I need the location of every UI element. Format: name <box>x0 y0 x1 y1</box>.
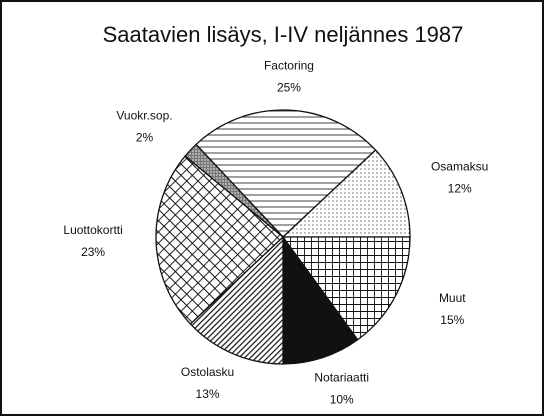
pie-slice <box>282 234 359 365</box>
slice-label: Luottokortti <box>63 223 122 237</box>
pie-slice <box>195 109 377 238</box>
slice-label: Osamaksu <box>431 159 488 173</box>
slice-value-label: 25% <box>277 80 301 94</box>
slice-value-label: 12% <box>448 181 472 195</box>
slice-value-label: 10% <box>330 392 354 406</box>
slice-value-label: 13% <box>196 387 220 401</box>
pie-slice <box>184 143 284 238</box>
slice-label: Muut <box>439 291 466 305</box>
slice-label: Ostolasku <box>181 365 234 379</box>
slice-value-label: 23% <box>81 245 105 259</box>
slice-label: Factoring <box>264 58 314 72</box>
slice-value-label: 2% <box>136 131 154 145</box>
slice-label: Vuokr.sop. <box>116 109 172 123</box>
pie-slice <box>281 149 411 238</box>
pie-slice <box>155 155 284 325</box>
slice-label: Notariaatti <box>314 370 369 384</box>
pie-slice <box>281 236 411 341</box>
pie-slice <box>189 235 284 365</box>
slice-value-label: 15% <box>440 313 464 327</box>
chart-title: Saatavien lisäys, I-IV neljännes 1987 <box>103 22 464 47</box>
